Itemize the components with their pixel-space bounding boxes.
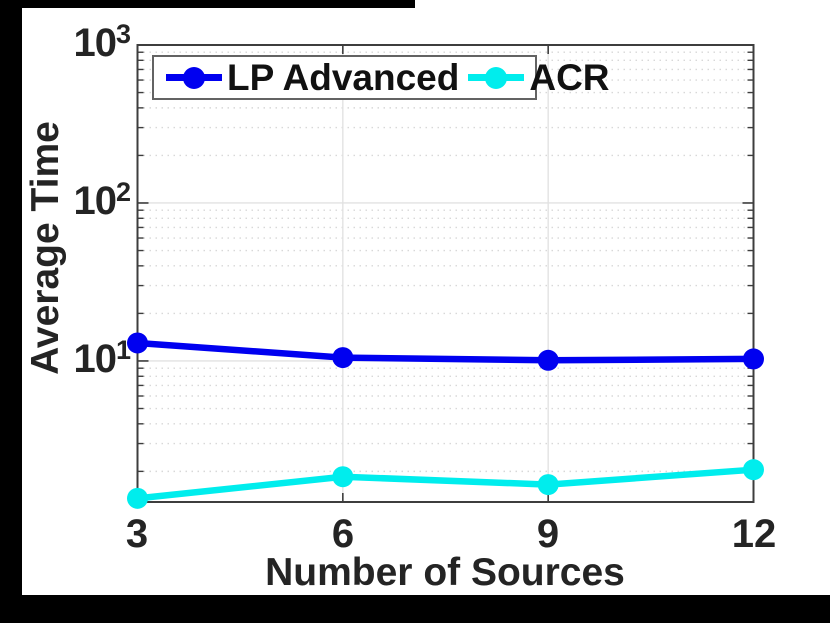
legend: LP Advanced ACR [152,55,610,100]
data-point-marker [537,349,559,371]
black-border-top [0,0,415,8]
y-tick-label-100: 102 [30,177,131,225]
y-tick-exponent: 2 [115,177,131,207]
y-tick-exponent: 1 [115,335,131,365]
black-border-bottom [0,595,830,623]
data-point-marker [537,474,559,496]
x-axis-label: Number of Sources [265,551,625,594]
y-tick-label-1000: 103 [30,19,131,67]
data-point-marker [743,348,764,370]
legend-circle-marker-icon [183,67,205,89]
y-tick-label-10: 101 [30,335,131,383]
legend-line-marker-sample [468,67,525,89]
series-line-lp-advanced [134,339,757,364]
data-point-marker [127,487,148,509]
legend-item-lp-advanced: LP Advanced [166,56,460,98]
legend-item-acr: ACR [468,56,610,98]
data-point-marker [127,332,148,354]
data-point-marker [332,466,354,488]
y-tick-base: 10 [73,337,116,381]
x-tick-label-9: 9 [536,512,560,556]
legend-label: LP Advanced [227,56,460,98]
legend-line-marker-sample [166,67,222,89]
y-tick-base: 10 [73,21,116,65]
x-tick-label-6: 6 [331,512,355,556]
legend-circle-marker-icon [485,67,508,89]
x-tick-label-12: 12 [731,512,777,556]
legend-label: ACR [529,56,610,98]
y-tick-base: 10 [73,179,116,223]
axes-border [136,44,755,503]
series-line-acr [134,466,757,502]
x-tick-label-3: 3 [125,512,149,556]
black-border-left [0,0,22,623]
y-tick-exponent: 3 [115,19,131,49]
data-point-marker [332,347,354,369]
data-point-marker [743,459,764,481]
